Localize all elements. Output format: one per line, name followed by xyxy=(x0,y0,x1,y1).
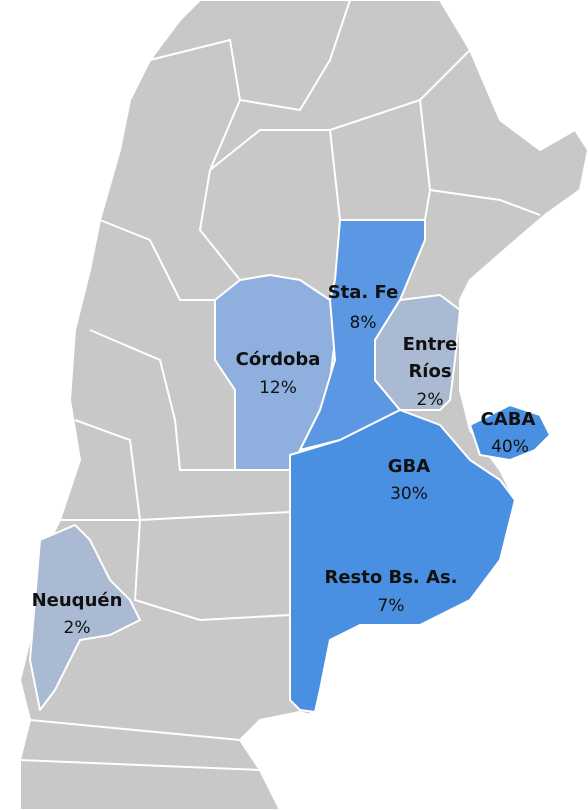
region-share: 2% xyxy=(417,390,444,410)
region-share: 2% xyxy=(64,618,91,638)
region-name: Resto Bs. As. xyxy=(324,567,457,588)
region-share: 40% xyxy=(491,437,529,457)
region-share: 12% xyxy=(259,378,297,398)
province-border xyxy=(60,419,142,521)
province-border xyxy=(29,719,241,741)
province-border xyxy=(209,99,341,221)
province xyxy=(29,524,141,711)
region-name: CABA xyxy=(481,409,536,430)
province-border xyxy=(198,169,241,281)
province-border xyxy=(429,189,541,216)
province-border xyxy=(19,759,261,771)
province xyxy=(469,404,551,461)
region-name: Ríos xyxy=(408,361,451,382)
province-border xyxy=(89,329,235,471)
region-name: Entre xyxy=(403,334,458,355)
region-name: Córdoba xyxy=(236,349,321,370)
region-name: Sta. Fe xyxy=(328,282,399,303)
region-name: GBA xyxy=(388,456,430,477)
province-border xyxy=(133,519,291,622)
region-share: 30% xyxy=(390,484,428,504)
region-share: 8% xyxy=(350,313,377,333)
province xyxy=(289,409,516,713)
region-name: Neuquén xyxy=(32,590,123,611)
province-border xyxy=(99,219,215,301)
region-share: 7% xyxy=(378,596,405,616)
province-border xyxy=(139,511,291,521)
province-border xyxy=(149,0,351,112)
province xyxy=(374,294,461,411)
